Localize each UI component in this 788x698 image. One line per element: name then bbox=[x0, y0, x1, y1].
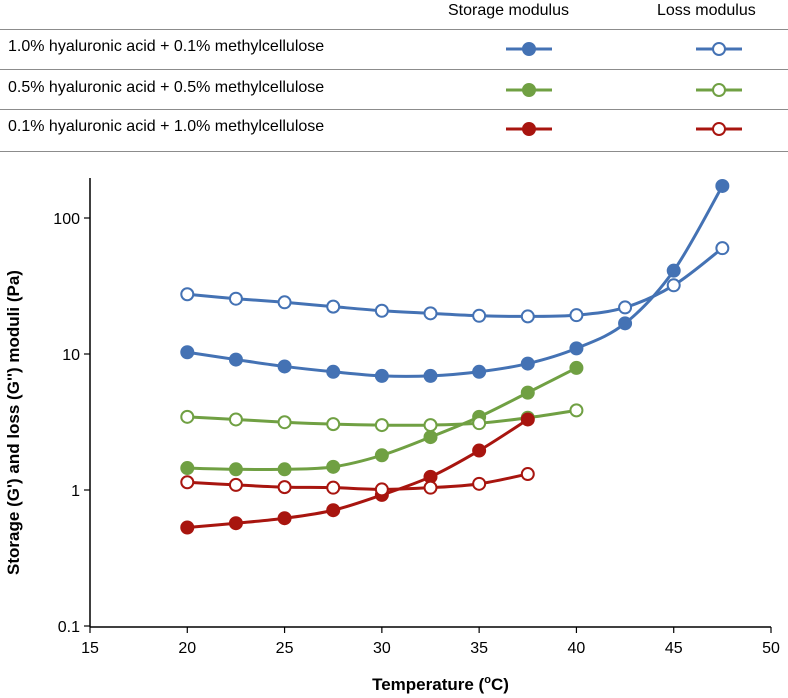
y-tick-label: 100 bbox=[53, 211, 80, 228]
x-tick-label: 50 bbox=[762, 640, 780, 657]
loss-data-point bbox=[472, 476, 487, 491]
storage-data-point bbox=[472, 443, 487, 458]
storage-data-point bbox=[520, 385, 535, 400]
x-tick-label: 45 bbox=[665, 640, 683, 657]
loss-data-point bbox=[472, 308, 487, 323]
loss-data-point bbox=[472, 416, 487, 431]
loss-data-point bbox=[374, 482, 389, 497]
legend-divider bbox=[0, 69, 788, 70]
ticks: 15 20 25 30 35 40 45 50 0.1 1 10 100 bbox=[53, 211, 780, 657]
storage-data-point bbox=[180, 520, 195, 535]
loss-data-point bbox=[423, 306, 438, 321]
y-tick-label: 10 bbox=[62, 347, 80, 364]
legend-row-label: 0.1% hyaluronic acid + 1.0% methylcellul… bbox=[8, 118, 325, 135]
storage-data-point bbox=[423, 368, 438, 383]
x-tick-label: 25 bbox=[276, 640, 294, 657]
legend-divider bbox=[0, 151, 788, 152]
axes bbox=[89, 178, 771, 628]
storage-data-point bbox=[618, 316, 633, 331]
loss-data-point bbox=[569, 403, 584, 418]
legend-row: 0.1% hyaluronic acid + 1.0% methylcellul… bbox=[0, 110, 788, 148]
loss-data-point bbox=[618, 300, 633, 315]
loss-data-point bbox=[228, 477, 243, 492]
storage-data-point bbox=[228, 352, 243, 367]
loss-data-point bbox=[715, 241, 730, 256]
storage-data-point bbox=[326, 503, 341, 518]
legend-table: Storage modulus Loss modulus 1.0% hyalur… bbox=[0, 0, 788, 152]
loss-data-point bbox=[180, 287, 195, 302]
loss-data-point bbox=[569, 308, 584, 323]
storage-data-point bbox=[520, 356, 535, 371]
y-axis-label: Storage (G') and loss (G'') moduli (Pa) bbox=[4, 270, 23, 575]
loss-data-point bbox=[374, 418, 389, 433]
storage-data-point bbox=[423, 430, 438, 445]
legend-divider bbox=[0, 109, 788, 110]
legend-row-label: 1.0% hyaluronic acid + 0.1% methylcellul… bbox=[8, 38, 325, 55]
x-tick-label: 20 bbox=[178, 640, 196, 657]
storage-data-point bbox=[569, 341, 584, 356]
loss-data-point bbox=[180, 409, 195, 424]
storage-data-point bbox=[520, 412, 535, 427]
storage-data-point bbox=[277, 359, 292, 374]
loss-data-point bbox=[228, 412, 243, 427]
storage-data-point bbox=[277, 462, 292, 477]
loss-data-point bbox=[326, 299, 341, 314]
storage-data-point bbox=[180, 345, 195, 360]
y-tick-label: 1 bbox=[71, 483, 80, 500]
legend-row-label: 0.5% hyaluronic acid + 0.5% methylcellul… bbox=[8, 79, 325, 96]
storage-data-point bbox=[326, 459, 341, 474]
loss-data-point bbox=[520, 309, 535, 324]
storage-data-point bbox=[666, 263, 681, 278]
moduli-chart: 15 20 25 30 35 40 45 50 0.1 1 10 100 Temperature (o… bbox=[4, 178, 780, 694]
storage-modulus-header: Storage modulus bbox=[448, 2, 569, 19]
storage-data-point bbox=[326, 364, 341, 379]
loss-data-point bbox=[423, 418, 438, 433]
storage-data-point bbox=[374, 368, 389, 383]
storage-data-point bbox=[228, 462, 243, 477]
storage-series-line bbox=[187, 185, 724, 378]
series-layer bbox=[180, 178, 730, 535]
storage-legend-marker-blue bbox=[506, 42, 552, 56]
storage-legend-marker-red bbox=[506, 122, 552, 136]
loss-legend-marker-green bbox=[696, 83, 742, 97]
storage-data-point bbox=[472, 364, 487, 379]
x-tick-label: 30 bbox=[373, 640, 391, 657]
loss-data-point bbox=[277, 295, 292, 310]
y-tick-label: 0.1 bbox=[58, 619, 80, 636]
loss-data-point bbox=[277, 415, 292, 430]
loss-data-point bbox=[666, 278, 681, 293]
loss-data-point bbox=[374, 303, 389, 318]
legend-row: 1.0% hyaluronic acid + 0.1% methylcellul… bbox=[0, 30, 788, 68]
loss-data-point bbox=[277, 480, 292, 495]
legend-row: 0.5% hyaluronic acid + 0.5% methylcellul… bbox=[0, 71, 788, 109]
x-tick-label: 40 bbox=[568, 640, 586, 657]
loss-data-point bbox=[326, 480, 341, 495]
loss-modulus-header: Loss modulus bbox=[657, 2, 756, 19]
loss-data-point bbox=[326, 417, 341, 432]
storage-data-point bbox=[715, 178, 730, 193]
storage-data-point bbox=[180, 461, 195, 476]
storage-legend-marker-green bbox=[506, 83, 552, 97]
loss-legend-marker-red bbox=[696, 122, 742, 136]
loss-data-point bbox=[423, 480, 438, 495]
storage-data-point bbox=[569, 360, 584, 375]
loss-legend-marker-blue bbox=[696, 42, 742, 56]
loss-data-point bbox=[520, 467, 535, 482]
x-tick-label: 15 bbox=[81, 640, 99, 657]
x-tick-label: 35 bbox=[470, 640, 488, 657]
storage-data-point bbox=[374, 448, 389, 463]
legend-divider bbox=[0, 29, 788, 30]
storage-data-point bbox=[277, 511, 292, 526]
loss-data-point bbox=[180, 475, 195, 490]
loss-data-point bbox=[228, 291, 243, 306]
storage-data-point bbox=[228, 516, 243, 531]
x-axis-label: Temperature (oC) bbox=[372, 674, 509, 694]
